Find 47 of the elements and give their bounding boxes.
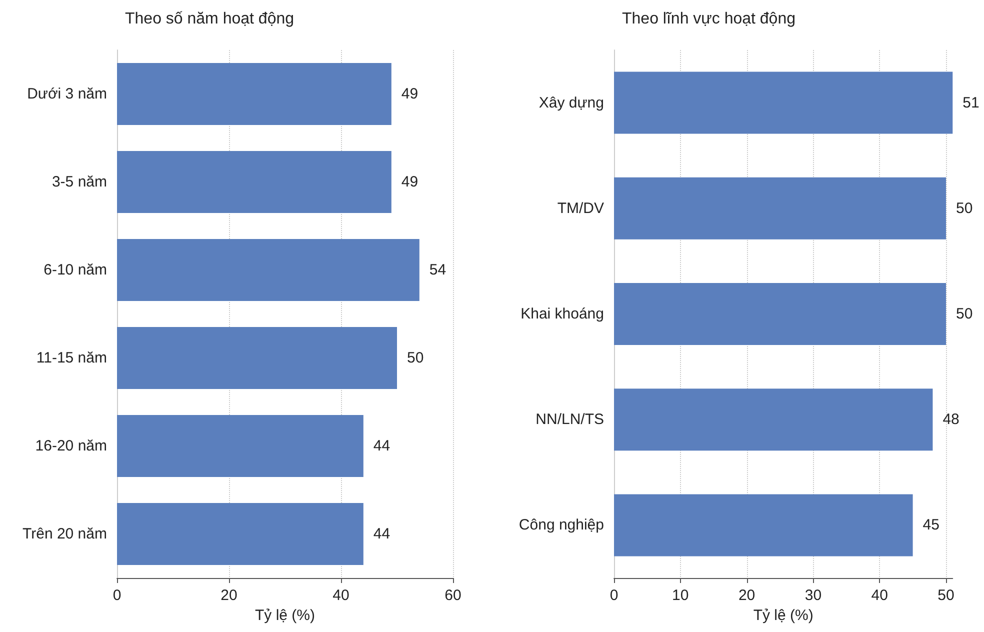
bar bbox=[117, 503, 364, 565]
bar bbox=[117, 63, 392, 125]
y-tick-label: 3-5 năm bbox=[52, 174, 107, 190]
bar bbox=[614, 388, 933, 451]
data-label: 50 bbox=[956, 200, 973, 217]
x-axis-title: Tỷ lệ (%) bbox=[753, 607, 814, 624]
x-axis-title: Tỷ lệ (%) bbox=[255, 607, 316, 624]
x-tick-label: 20 bbox=[220, 587, 238, 604]
x-tick-label: 10 bbox=[672, 587, 689, 604]
data-label: 50 bbox=[956, 306, 973, 322]
x-tick-label: 40 bbox=[332, 587, 350, 604]
bar bbox=[614, 177, 946, 240]
y-tick-label: NN/LN/TS bbox=[536, 411, 604, 428]
y-tick-label: 6-10 năm bbox=[44, 262, 107, 278]
y-tick-label: 11-15 năm bbox=[36, 350, 107, 366]
bar bbox=[614, 283, 946, 345]
bar bbox=[117, 151, 392, 213]
y-tick-label: TM/DV bbox=[557, 200, 604, 217]
bar bbox=[117, 415, 364, 477]
y-tick-label: Khai khoáng bbox=[520, 306, 604, 322]
y-tick-label: 16-20 năm bbox=[35, 438, 107, 454]
data-label: 44 bbox=[373, 438, 390, 454]
x-tick-label: 40 bbox=[871, 587, 888, 604]
x-tick-label: 20 bbox=[738, 587, 756, 604]
bar bbox=[117, 239, 420, 301]
x-tick-label: 50 bbox=[938, 587, 954, 604]
x-tick-label: 0 bbox=[610, 587, 618, 604]
data-label: 50 bbox=[407, 350, 424, 366]
data-label: 54 bbox=[429, 262, 446, 278]
y-tick-label: Trên 20 năm bbox=[22, 526, 107, 542]
x-tick-label: 60 bbox=[444, 587, 462, 604]
data-label: 49 bbox=[401, 86, 418, 102]
x-tick-label: 0 bbox=[112, 587, 122, 604]
x-tick-label: 30 bbox=[804, 587, 822, 604]
bar bbox=[614, 72, 953, 134]
chart-title: Theo số năm hoạt động bbox=[125, 10, 294, 28]
chart-title: Theo lĩnh vực hoạt động bbox=[622, 10, 796, 28]
y-tick-label: Công nghiệp bbox=[518, 516, 604, 534]
data-label: 44 bbox=[373, 526, 390, 542]
data-label: 45 bbox=[922, 516, 940, 534]
bar bbox=[614, 494, 913, 556]
bar bbox=[117, 327, 397, 389]
data-label: 48 bbox=[942, 411, 960, 428]
data-label: 49 bbox=[401, 174, 418, 190]
y-tick-label: Xây dựng bbox=[538, 94, 604, 112]
data-label: 51 bbox=[962, 94, 980, 112]
y-tick-label: Dưới 3 năm bbox=[27, 86, 107, 102]
